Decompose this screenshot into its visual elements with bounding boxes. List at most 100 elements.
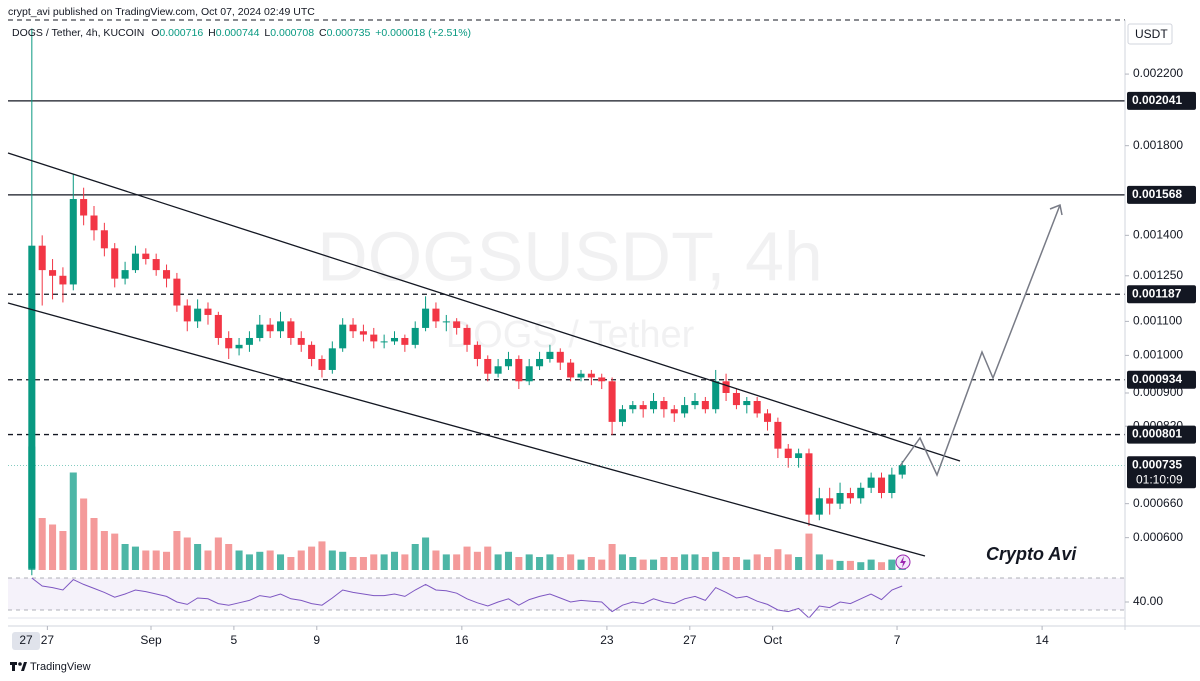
volume-bar: [670, 557, 678, 570]
volume-bar: [163, 551, 171, 570]
candle-body: [370, 334, 378, 342]
volume-bar: [691, 554, 699, 570]
candle-body: [318, 358, 326, 370]
candle-body: [473, 344, 481, 359]
drawings: Crypto Avi: [7, 152, 1077, 570]
candle-body: [515, 358, 523, 382]
candle-body: [359, 331, 367, 335]
volume-bar: [401, 554, 409, 570]
level-label: 0.000934: [1132, 372, 1182, 386]
volume-bar: [194, 544, 202, 570]
volume-bar: [805, 533, 813, 570]
volume-bar: [111, 533, 119, 570]
volume-bar: [712, 551, 720, 570]
candle-body: [805, 453, 813, 515]
volume-bar: [774, 549, 782, 570]
candle-body: [339, 324, 347, 349]
y-tick-label: 0.001400: [1133, 228, 1183, 242]
volume-bar: [69, 472, 77, 570]
x-tick-label: 16: [455, 633, 469, 647]
logo-dot: [18, 662, 22, 666]
candle-body: [38, 245, 46, 271]
channel-lower: [7, 302, 926, 557]
volume-bar: [660, 557, 668, 570]
candle-body: [681, 405, 689, 414]
candle-body: [245, 337, 253, 345]
candle-body: [712, 381, 720, 410]
candle-body: [287, 321, 295, 338]
candle-body: [494, 366, 502, 374]
volume-bar: [494, 554, 502, 570]
candle-body: [898, 465, 906, 475]
legend-l-label: L: [264, 27, 270, 39]
y-tick-label: 0.001800: [1133, 138, 1183, 152]
crosshair-label-bg: [12, 632, 40, 650]
candle-body: [411, 327, 419, 345]
level-label-bg: [1127, 370, 1196, 389]
candle-body: [308, 344, 316, 359]
volume-bar: [256, 551, 264, 570]
candle-body: [214, 314, 222, 338]
volume-bar: [536, 557, 544, 570]
volume-bar: [328, 550, 336, 570]
projection-path: [899, 204, 1061, 477]
candle-body: [235, 344, 243, 349]
footer-brand: TradingView: [30, 661, 91, 673]
candle-body: [867, 477, 875, 488]
volume-bar: [722, 557, 730, 570]
legend-o-label: O: [151, 27, 159, 39]
channel-upper: [7, 152, 961, 462]
candle-body: [701, 401, 709, 410]
candle-body: [432, 308, 440, 322]
volume-bar: [556, 557, 564, 570]
volume-bar: [681, 554, 689, 570]
watermark: DOGSUSDT, 4h: [317, 217, 823, 295]
volume-bar: [100, 531, 108, 570]
level-label: 0.000801: [1132, 427, 1182, 441]
volume-bar: [598, 559, 606, 570]
volume-bar: [432, 550, 440, 570]
currency-box[interactable]: [1127, 23, 1173, 45]
volume-bar: [349, 557, 357, 570]
volume-bar: [173, 531, 181, 570]
volume-bar: [857, 562, 865, 570]
level-label-bg: [1127, 285, 1196, 304]
candle-body: [577, 373, 585, 378]
candle-body: [525, 366, 533, 382]
candle-body: [194, 308, 202, 322]
candle-body: [743, 401, 751, 406]
candle-body: [546, 351, 554, 359]
candle-body: [183, 305, 191, 322]
axes: 0.002200 0.001800 0.001400 0.001250 0.001100…: [41, 66, 1196, 647]
candle-body: [732, 392, 740, 406]
y-tick-label: 0.000600: [1133, 530, 1183, 544]
rsi-band-fill: [8, 578, 1125, 610]
volume-bar: [846, 560, 854, 570]
published-line: crypt_avi published on TradingView.com, …: [8, 6, 315, 18]
candle-body: [328, 348, 336, 370]
volume-bar: [826, 559, 834, 570]
legend-close: 0.000735: [327, 27, 371, 39]
x-tick-label: 27: [41, 633, 55, 647]
volume-bar: [753, 554, 761, 570]
candle-body: [349, 324, 357, 332]
volume-bar: [318, 541, 326, 570]
volume-bar: [473, 551, 481, 570]
volume-bar: [287, 557, 295, 570]
marks: [8, 28, 1125, 619]
volume-bar: [308, 546, 316, 570]
last-price-bg: [1127, 456, 1196, 489]
volume-bar: [453, 554, 461, 570]
candle-body: [660, 401, 668, 410]
candle-body: [401, 337, 409, 345]
volume-bar: [567, 554, 575, 570]
candle-body: [598, 377, 606, 382]
volume-bar: [59, 531, 67, 570]
candle-body: [888, 474, 896, 493]
legend-symbol: DOGS / Tether, 4h, KUCOIN: [12, 27, 144, 39]
volume-bar: [743, 559, 751, 570]
volume-bar: [763, 557, 772, 570]
volume-bar: [815, 554, 823, 570]
legend-h-label: H: [208, 27, 216, 39]
